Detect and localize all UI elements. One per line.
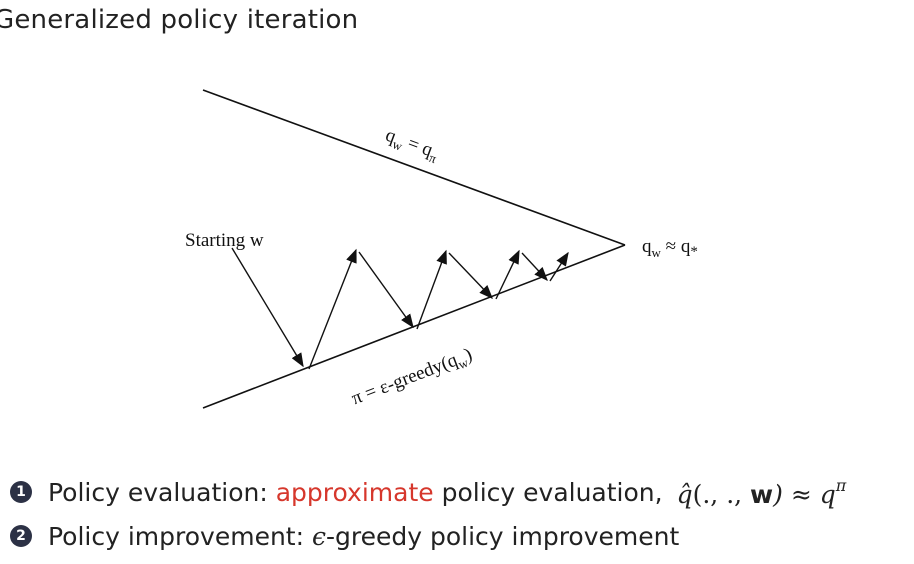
arrow-eval-2: [416, 249, 447, 330]
epsilon-symbol: ϵ: [311, 521, 326, 551]
bullet-policy-improvement: 2 Policy improvement: ϵ -greedy policy i…: [10, 514, 846, 558]
convergence-label: qw ≈ q*: [642, 236, 698, 260]
bullet-policy-evaluation: 1 Policy evaluation: approximate policy …: [10, 470, 846, 514]
start-label: Starting w: [185, 230, 264, 251]
arrow-eval-3: [495, 249, 520, 300]
value-line: [202, 89, 626, 246]
arrow-eval-4: [549, 251, 569, 282]
arrow-impr-2: [448, 252, 493, 300]
policy-line: [202, 244, 626, 409]
arrow-eval-1: [308, 248, 357, 370]
iteration-arrows: [231, 247, 569, 370]
slide-title: Generalized policy iteration: [0, 5, 359, 35]
arrow-impr-3: [521, 252, 548, 282]
bottom-line-label: π = ε-greedy(qw): [349, 344, 477, 412]
bullet-1-prefix: Policy evaluation:: [48, 477, 276, 507]
bullet-2-prefix: Policy improvement:: [48, 521, 312, 551]
bullet-1-suffix: policy evaluation,: [433, 477, 663, 507]
bullet-number-2: 2: [10, 525, 32, 547]
q-hat-formula: q̂(., ., w) ≈ qπ: [676, 475, 847, 509]
bullet-list: 1 Policy evaluation: approximate policy …: [10, 470, 846, 558]
bullet-number-1: 1: [10, 481, 32, 503]
top-line-label: qw = qπ: [382, 125, 442, 167]
arrow-impr-1: [358, 251, 414, 329]
bullet-2-suffix: -greedy policy improvement: [326, 521, 680, 551]
approximate-highlight: approximate: [275, 477, 434, 507]
arrow-start: [231, 247, 304, 368]
